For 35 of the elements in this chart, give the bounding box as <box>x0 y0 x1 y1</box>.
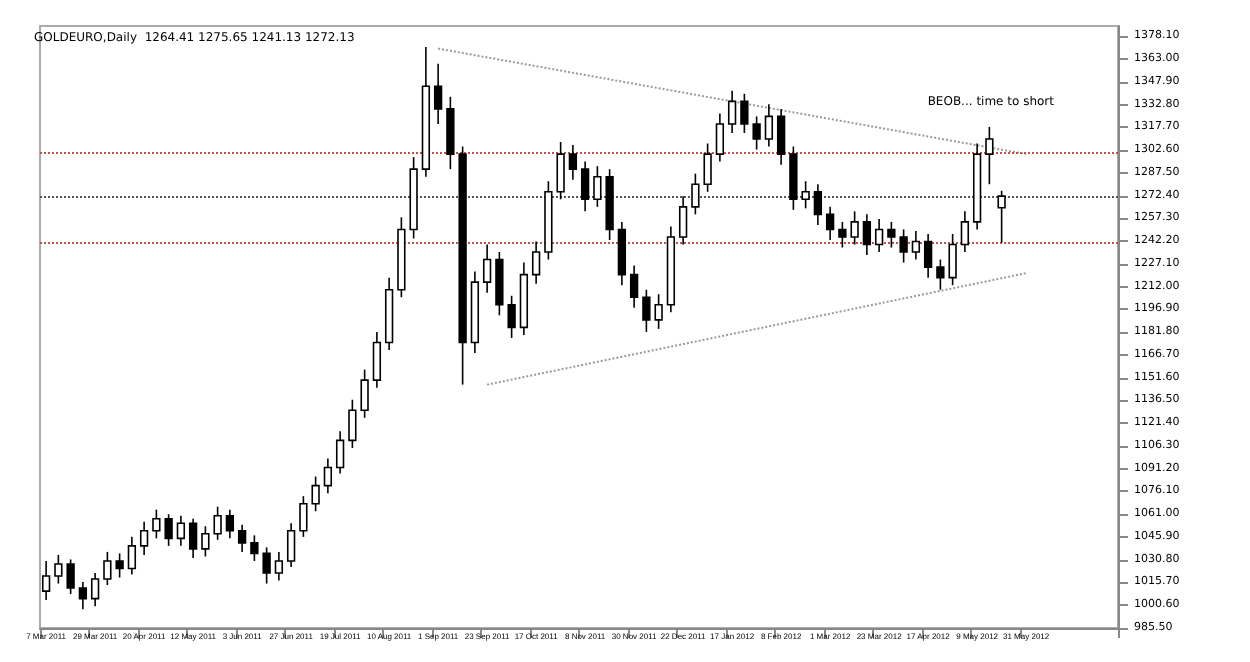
candlestick <box>960 210 970 253</box>
candlestick <box>764 103 774 148</box>
candlestick <box>580 160 590 213</box>
candlestick <box>874 218 884 253</box>
candlestick <box>568 144 578 181</box>
candlestick <box>911 230 921 261</box>
candlestick <box>715 112 725 163</box>
candlestick <box>335 430 345 475</box>
candlestick <box>531 240 541 285</box>
candlestick <box>188 517 198 559</box>
candlestick <box>237 523 247 553</box>
candlestick <box>997 189 1006 244</box>
candlestick <box>225 508 235 540</box>
candlestick <box>90 572 100 607</box>
candlestick <box>678 195 688 246</box>
candlestick <box>825 206 835 241</box>
candlestick <box>286 522 296 568</box>
candlestick <box>776 108 786 166</box>
candlestick <box>127 536 137 576</box>
candlestick <box>482 243 492 294</box>
candlestick <box>923 233 933 279</box>
candlestick <box>41 560 51 601</box>
candlestick <box>813 183 823 226</box>
candlestick <box>176 514 186 547</box>
candlestick <box>727 90 737 134</box>
candlestick <box>617 221 627 286</box>
candlestick <box>862 213 872 256</box>
candlestick <box>139 520 149 556</box>
candlestick <box>274 551 284 582</box>
candlestick <box>372 331 382 389</box>
candlestick <box>629 264 639 309</box>
candlestick <box>433 62 443 125</box>
candlestick <box>323 457 333 494</box>
candlestick <box>78 581 88 610</box>
candlestick <box>985 126 994 186</box>
